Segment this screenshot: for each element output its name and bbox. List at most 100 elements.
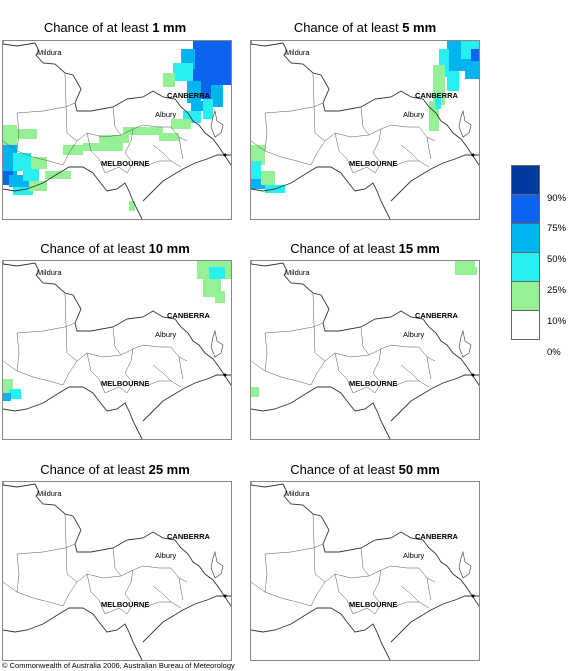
state-border: [3, 41, 231, 167]
label-melbourne: MELBOURNE: [101, 379, 149, 388]
district-boundary: [76, 128, 134, 142]
district-boundary: [310, 581, 326, 607]
district-boundary: [132, 565, 188, 583]
district-boundary: [16, 370, 64, 386]
label-albury: Albury: [403, 330, 425, 339]
probability-cell: [83, 143, 123, 151]
probability-cell: [9, 389, 21, 399]
district-boundary: [152, 364, 182, 388]
district-boundary: [352, 386, 376, 394]
act-boundary: [210, 550, 224, 579]
district-boundary: [16, 322, 76, 334]
district-boundary: [324, 348, 382, 362]
district-boundary: [16, 150, 64, 166]
district-boundary: [390, 601, 419, 609]
district-boundary: [264, 553, 268, 593]
district-boundary: [62, 140, 78, 166]
probability-cell: [129, 201, 135, 211]
probability-cell: [123, 127, 163, 135]
probability-cell: [13, 187, 33, 195]
district-boundary: [16, 553, 20, 593]
district-boundary: [426, 136, 432, 160]
district-boundary: [264, 543, 324, 555]
district-boundary: [310, 140, 326, 166]
coastline-west: [251, 607, 391, 660]
district-boundary: [104, 166, 128, 174]
probability-cell: [159, 133, 179, 141]
district-boundary: [76, 569, 134, 583]
legend-label-75: 75%: [547, 223, 567, 234]
probability-cell: [193, 41, 231, 85]
label-melbourne: MELBOURNE: [349, 379, 397, 388]
district-boundary: [16, 543, 76, 555]
label-melbourne: MELBOURNE: [101, 159, 149, 168]
district-boundary: [152, 144, 182, 168]
victoria-map: Mildura CANBERRA Albury MELBOURNE: [3, 261, 231, 439]
probability-cell: [63, 145, 83, 155]
state-border: [3, 261, 231, 387]
coastline-east: [390, 154, 479, 202]
district-boundary: [64, 513, 78, 583]
probability-cell: [251, 387, 259, 397]
district-boundary: [62, 581, 78, 607]
label-mildura: Mildura: [285, 48, 310, 57]
victoria-map: Mildura CANBERRA Albury MELBOURNE: [3, 482, 231, 660]
district-boundary: [178, 136, 184, 160]
district-boundary: [62, 360, 78, 386]
label-melbourne: MELBOURNE: [101, 600, 149, 609]
coastline-west: [3, 607, 143, 660]
district-boundary: [360, 547, 370, 577]
legend-label-90: 90%: [547, 193, 567, 204]
district-boundary: [178, 577, 184, 601]
victoria-map: Mildura CANBERRA Albury MELBOURNE: [251, 261, 479, 439]
label-mildura: Mildura: [37, 268, 62, 277]
victoria-map: Mildura CANBERRA Albury MELBOURNE: [251, 482, 479, 660]
probability-cell: [163, 73, 175, 87]
coastline-east: [390, 374, 479, 422]
district-boundary: [400, 364, 430, 388]
label-albury: Albury: [155, 551, 177, 560]
probability-cell: [439, 49, 449, 77]
district-boundary: [380, 344, 436, 362]
state-border: [251, 482, 479, 608]
map-panel-5mm: Mildura CANBERRA Albury MELBOURNE: [250, 40, 480, 220]
label-mildura: Mildura: [37, 48, 62, 57]
district-boundary: [16, 591, 64, 607]
probability-cell: [471, 49, 479, 61]
probability-cell: [251, 161, 261, 181]
district-boundary: [372, 348, 382, 394]
district-boundary: [264, 332, 268, 372]
legend-swatch-10: [511, 281, 540, 311]
district-boundary: [142, 601, 171, 609]
district-boundary: [86, 352, 106, 394]
state-border: [3, 482, 231, 608]
probability-cell: [429, 101, 439, 131]
legend-swatch-75: [511, 194, 540, 224]
label-albury: Albury: [403, 110, 425, 119]
panel-title-50mm: Chance of at least 50 mm: [290, 462, 440, 477]
district-boundary: [251, 360, 266, 372]
coastline-east: [142, 154, 231, 202]
district-boundary: [112, 547, 122, 577]
state-border: [251, 261, 479, 387]
coastline-west: [251, 386, 391, 439]
district-boundary: [334, 573, 354, 615]
legend-swatch-0: [511, 310, 540, 340]
probability-cell: [3, 393, 11, 401]
label-melbourne: MELBOURNE: [349, 159, 397, 168]
legend-label-25: 25%: [547, 285, 567, 296]
probability-cell: [171, 119, 191, 129]
panel-title-25mm: Chance of at least 25 mm: [40, 462, 190, 477]
district-boundary: [124, 128, 134, 174]
district-boundary: [251, 581, 266, 593]
district-boundary: [372, 569, 382, 615]
coastline-east: [142, 595, 231, 643]
probability-cell: [261, 171, 275, 185]
district-boundary: [16, 332, 20, 372]
district-boundary: [334, 132, 354, 174]
probability-cell: [23, 169, 39, 181]
label-canberra: CANBERRA: [415, 532, 459, 541]
district-boundary: [352, 166, 376, 174]
district-boundary: [64, 72, 78, 142]
probability-cell: [191, 101, 213, 111]
